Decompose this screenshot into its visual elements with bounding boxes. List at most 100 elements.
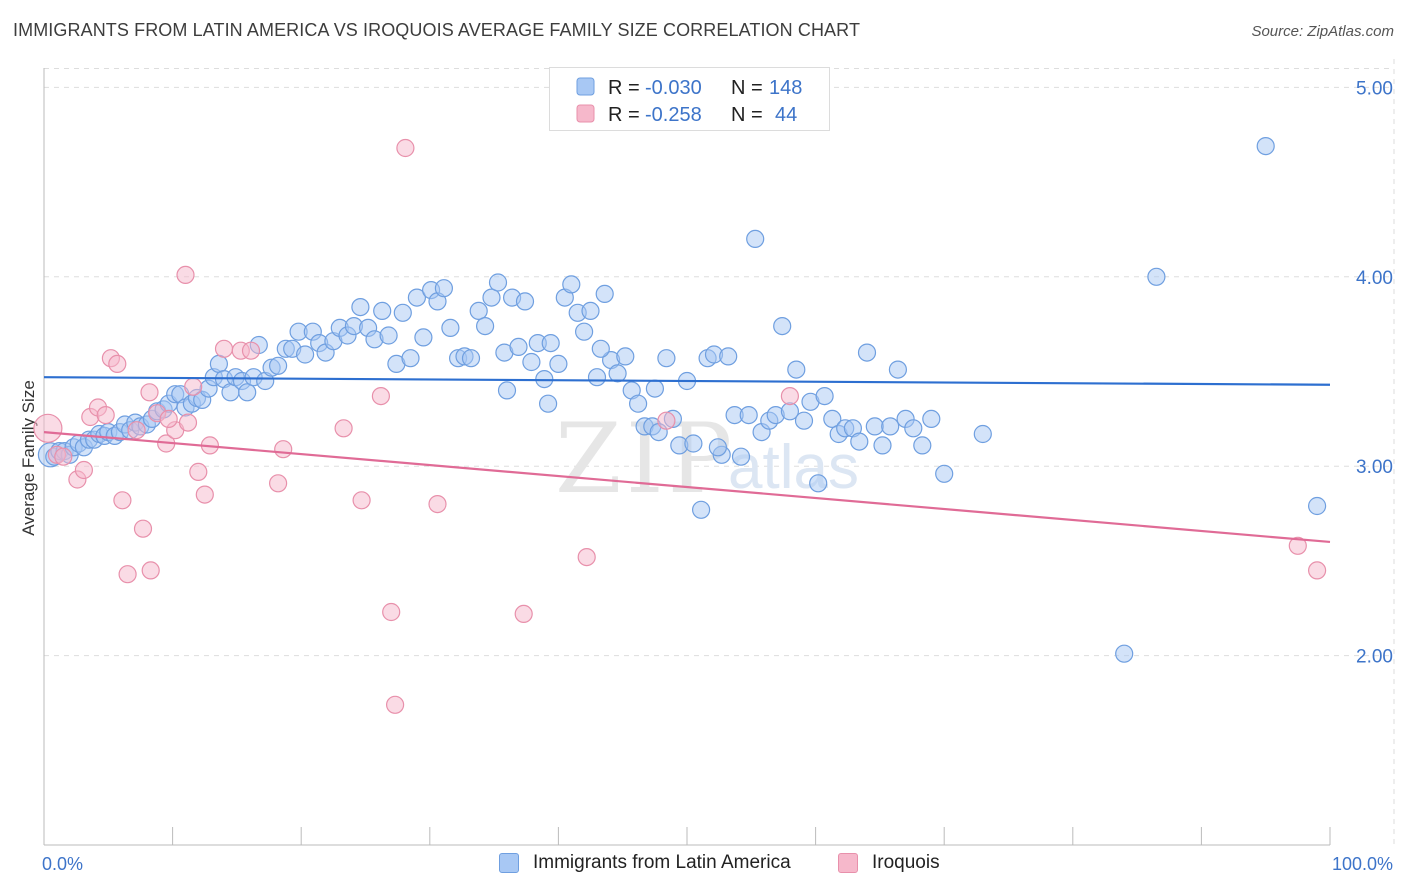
- legend-label-iroquois: Iroquois: [872, 852, 940, 873]
- trend-line-iroquois: [43, 431, 1331, 544]
- data-point-latin-america: [691, 500, 711, 519]
- data-point-latin-america: [541, 334, 560, 353]
- data-point-iroquois: [113, 491, 132, 510]
- data-point-latin-america: [865, 417, 884, 436]
- data-point-iroquois: [184, 377, 203, 396]
- data-point-latin-america: [522, 352, 541, 372]
- legend-r-value-2: -0.258: [645, 104, 702, 126]
- data-point-iroquois: [96, 406, 115, 425]
- data-point-latin-america: [538, 394, 558, 413]
- legend-item-iroquois: Iroquois: [838, 852, 940, 874]
- data-point-iroquois: [54, 447, 73, 466]
- data-point-latin-america: [739, 406, 758, 425]
- data-point-latin-america: [296, 345, 315, 364]
- data-point-iroquois: [382, 602, 401, 622]
- data-point-iroquois: [33, 413, 63, 443]
- series-latin-america: [37, 137, 1327, 663]
- data-point-latin-america: [857, 343, 877, 362]
- data-point-latin-america: [587, 368, 607, 387]
- data-point-latin-america: [509, 337, 528, 356]
- data-point-iroquois: [176, 265, 195, 284]
- data-point-iroquois: [577, 547, 596, 567]
- data-point-latin-america: [393, 303, 412, 322]
- data-point-iroquois: [214, 339, 234, 358]
- legend-label-latin-america: Immigrants from Latin America: [533, 852, 791, 873]
- data-point-latin-america: [1147, 267, 1166, 286]
- legend-r-label-1: R =: [608, 77, 640, 99]
- y-tick-label: 3.00: [1356, 457, 1393, 478]
- data-point-iroquois: [141, 561, 160, 580]
- data-point-latin-america: [238, 383, 257, 402]
- watermark-atlas: atlas: [728, 433, 859, 502]
- data-point-iroquois: [189, 462, 208, 481]
- data-point-latin-america: [809, 474, 828, 493]
- data-point-iroquois: [371, 387, 390, 406]
- data-point-latin-america: [488, 273, 508, 292]
- chart-title: IMMIGRANTS FROM LATIN AMERICA VS IROQUOI…: [13, 20, 861, 40]
- correlation-legend: R = -0.030 N = 148 R = -0.258 N = 44: [549, 67, 830, 131]
- data-point-latin-america: [469, 301, 488, 320]
- y-tick-label: 2.00: [1356, 647, 1393, 668]
- data-point-latin-america: [591, 339, 610, 358]
- data-point-latin-america: [815, 387, 834, 406]
- data-point-iroquois: [428, 495, 447, 514]
- data-point-latin-america: [434, 279, 453, 298]
- data-point-iroquois: [352, 491, 371, 510]
- data-point-latin-america: [873, 436, 892, 455]
- data-point-latin-america: [401, 349, 420, 368]
- data-point-iroquois: [127, 421, 146, 440]
- data-point-latin-america: [881, 417, 900, 436]
- data-point-latin-america: [850, 432, 869, 451]
- data-point-latin-america: [922, 409, 941, 428]
- data-point-latin-america: [562, 275, 581, 294]
- legend-r-value-1: -0.030: [645, 77, 702, 99]
- y-axis-label: Average Family Size: [19, 380, 38, 536]
- data-point-latin-america: [935, 464, 954, 483]
- data-point-latin-america: [773, 317, 792, 336]
- data-point-latin-america: [379, 326, 398, 345]
- data-point-latin-america: [549, 354, 568, 373]
- data-point-latin-america: [645, 379, 665, 398]
- data-point-latin-america: [476, 317, 495, 336]
- data-point-iroquois: [396, 138, 415, 158]
- data-point-iroquois: [108, 354, 127, 373]
- watermark: ZIP atlas: [555, 403, 859, 515]
- data-point-iroquois: [386, 695, 405, 714]
- data-point-iroquois: [657, 411, 676, 430]
- data-point-iroquois: [1288, 536, 1307, 555]
- data-point-latin-america: [731, 447, 751, 466]
- data-point-latin-america: [351, 298, 370, 317]
- chart-source: Source: ZipAtlas.com: [1251, 23, 1394, 40]
- data-point-latin-america: [973, 424, 992, 444]
- trend-lines: [43, 376, 1331, 544]
- data-point-latin-america: [1307, 496, 1327, 516]
- data-point-latin-america: [1256, 137, 1275, 156]
- data-point-latin-america: [794, 411, 814, 430]
- legend-swatch-latin-america: [499, 853, 519, 873]
- data-point-latin-america: [684, 434, 703, 453]
- legend-item-latin-america: Immigrants from Latin America: [499, 852, 791, 874]
- data-point-iroquois: [118, 565, 137, 584]
- data-point-iroquois: [1307, 561, 1327, 580]
- series-legend: Immigrants from Latin America Iroquois: [0, 852, 1406, 878]
- x-tick-label: 100.0%: [1332, 854, 1393, 874]
- data-point-iroquois: [780, 387, 800, 406]
- trend-line-latin-america: [43, 376, 1331, 386]
- y-tick-label: 4.00: [1356, 268, 1393, 289]
- data-point-latin-america: [461, 349, 481, 368]
- data-point-latin-america: [497, 381, 517, 400]
- data-point-iroquois: [178, 413, 198, 432]
- data-point-latin-america: [209, 354, 228, 373]
- legend-n-value-1: 148: [769, 77, 802, 99]
- data-point-latin-america: [414, 328, 433, 347]
- data-point-iroquois: [140, 383, 159, 402]
- data-point-iroquois: [241, 341, 261, 360]
- legend-n-value-2: 44: [775, 104, 797, 126]
- data-point-iroquois: [334, 419, 353, 438]
- data-point-iroquois: [514, 604, 533, 624]
- data-point-latin-america: [657, 349, 676, 368]
- data-point-latin-america: [904, 419, 923, 438]
- data-point-iroquois: [195, 485, 214, 504]
- data-point-latin-america: [913, 436, 932, 455]
